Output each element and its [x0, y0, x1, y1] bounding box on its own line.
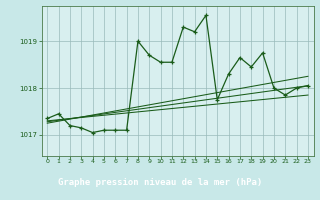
Text: Graphe pression niveau de la mer (hPa): Graphe pression niveau de la mer (hPa)	[58, 178, 262, 187]
